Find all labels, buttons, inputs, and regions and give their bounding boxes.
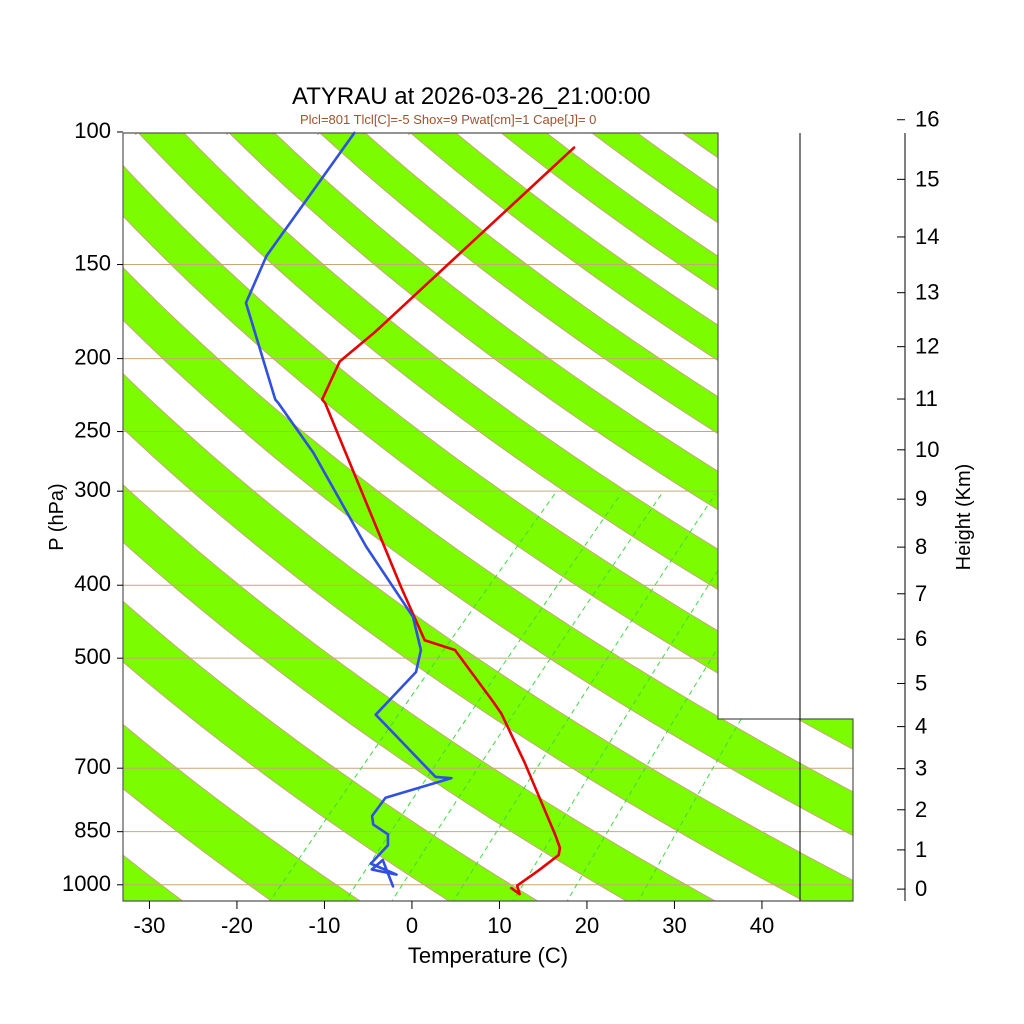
svg-text:7: 7: [915, 581, 927, 606]
svg-text:-10: -10: [309, 913, 341, 938]
svg-text:P (hPa): P (hPa): [46, 483, 68, 550]
svg-text:Plcl=801 Tlcl[C]=-5 Shox=9 Pwa: Plcl=801 Tlcl[C]=-5 Shox=9 Pwat[cm]=1 Ca…: [300, 112, 596, 127]
svg-text:0: 0: [406, 913, 418, 938]
svg-text:1000: 1000: [62, 871, 111, 896]
svg-text:400: 400: [74, 571, 111, 596]
svg-text:3: 3: [915, 756, 927, 781]
svg-text:ATYRAU at 2026-03-26_21:00:00: ATYRAU at 2026-03-26_21:00:00: [292, 83, 650, 110]
svg-text:-20: -20: [221, 913, 253, 938]
svg-text:850: 850: [74, 818, 111, 843]
svg-text:20: 20: [575, 913, 599, 938]
svg-text:16: 16: [915, 107, 939, 132]
svg-text:Temperature (C): Temperature (C): [408, 943, 568, 968]
svg-text:1: 1: [915, 837, 927, 862]
svg-text:5: 5: [915, 670, 927, 695]
svg-text:9: 9: [915, 486, 927, 511]
svg-text:13: 13: [915, 280, 939, 305]
svg-text:250: 250: [74, 418, 111, 443]
svg-text:Height (Km): Height (Km): [953, 464, 975, 571]
svg-text:500: 500: [74, 644, 111, 669]
svg-text:40: 40: [750, 913, 774, 938]
svg-text:30: 30: [662, 913, 686, 938]
svg-text:8: 8: [915, 534, 927, 559]
svg-text:300: 300: [74, 477, 111, 502]
svg-text:150: 150: [74, 251, 111, 276]
svg-text:4: 4: [915, 714, 927, 739]
svg-text:6: 6: [915, 626, 927, 651]
svg-text:0: 0: [915, 876, 927, 901]
svg-text:10: 10: [915, 437, 939, 462]
svg-text:10: 10: [487, 913, 511, 938]
svg-text:700: 700: [74, 754, 111, 779]
svg-text:2: 2: [915, 797, 927, 822]
svg-text:100: 100: [74, 118, 111, 143]
svg-text:12: 12: [915, 334, 939, 359]
svg-text:-30: -30: [134, 913, 166, 938]
svg-text:15: 15: [915, 166, 939, 191]
svg-text:200: 200: [74, 345, 111, 370]
svg-text:11: 11: [915, 386, 938, 411]
svg-text:14: 14: [915, 224, 939, 249]
